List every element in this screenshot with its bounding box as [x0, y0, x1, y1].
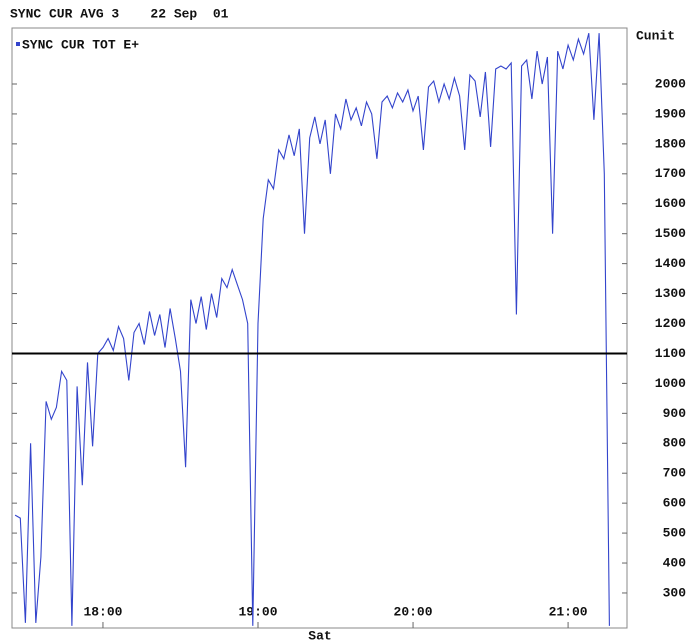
- y-axis-label: Cunit: [636, 28, 675, 43]
- x-tick-label: 21:00: [549, 604, 588, 619]
- y-tick-label: 1700: [655, 166, 686, 181]
- legend-label: SYNC CUR TOT E+: [22, 37, 139, 52]
- series-line: [14, 32, 610, 626]
- y-tick-label: 1300: [655, 286, 686, 301]
- chart-title: SYNC CUR AVG 3 22 Sep 01: [10, 6, 229, 21]
- x-axis-label: Sat: [308, 628, 331, 643]
- y-tick-label: 1000: [655, 376, 686, 391]
- y-tick-label: 900: [663, 406, 687, 421]
- y-tick-label: 400: [663, 555, 687, 570]
- y-tick-label: 1800: [655, 136, 686, 151]
- x-tick-label: 19:00: [238, 604, 277, 619]
- legend-swatch: [16, 42, 20, 46]
- y-tick-label: 2000: [655, 76, 686, 91]
- y-tick-label: 1200: [655, 316, 686, 331]
- y-tick-label: 700: [663, 466, 687, 481]
- plot-frame: [11, 27, 628, 629]
- y-tick-label: 500: [663, 526, 687, 541]
- y-tick-label: 1500: [655, 226, 686, 241]
- y-tick-label: 300: [663, 585, 687, 600]
- y-tick-label: 1400: [655, 256, 686, 271]
- y-tick-label: 1600: [655, 196, 686, 211]
- x-tick-label: 18:00: [83, 604, 122, 619]
- y-tick-label: 1100: [655, 346, 686, 361]
- y-tick-label: 800: [663, 436, 687, 451]
- y-tick-label: 600: [663, 496, 687, 511]
- y-tick-label: 1900: [655, 106, 686, 121]
- x-tick-label: 20:00: [394, 604, 433, 619]
